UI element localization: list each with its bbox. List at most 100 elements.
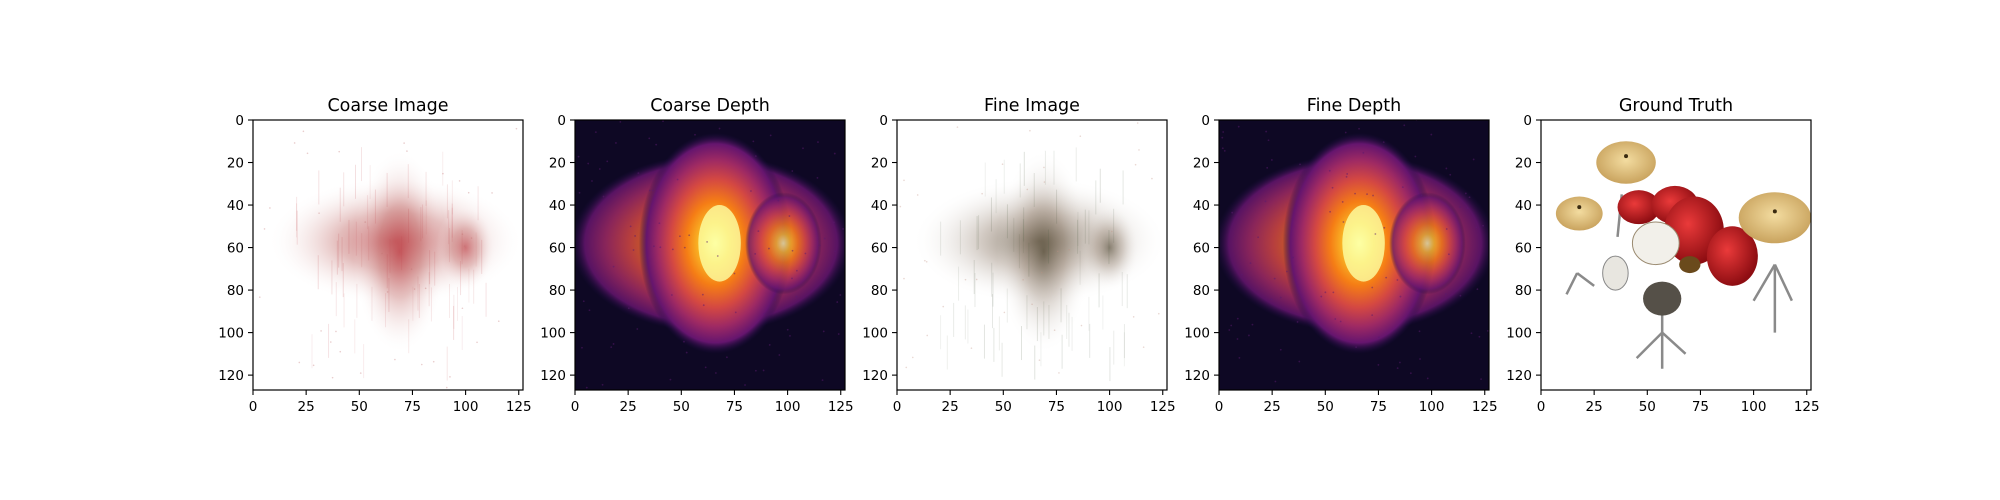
- depth-noise: [1236, 338, 1239, 340]
- depth-noise: [659, 246, 662, 249]
- y-tick-label: 80: [227, 283, 244, 299]
- x-tick-label: 25: [620, 399, 637, 415]
- y-tick-label: 60: [1515, 241, 1532, 257]
- depth-noise: [1418, 330, 1421, 333]
- render-speckle: [445, 386, 448, 389]
- depth-noise: [629, 225, 632, 228]
- render-speckle: [1132, 316, 1135, 318]
- x-tick-label: 50: [1317, 399, 1334, 415]
- y-tick-label: 80: [1193, 283, 1210, 299]
- depth-noise: [1420, 194, 1423, 197]
- floor-tom: [1706, 226, 1758, 286]
- depth-noise: [688, 234, 691, 237]
- depth-noise: [1466, 207, 1469, 210]
- plot-area: [575, 120, 845, 390]
- render-speckle: [1053, 329, 1056, 332]
- depth-noise: [1270, 298, 1273, 301]
- depth-noise: [1487, 329, 1489, 332]
- render-speckle: [1136, 122, 1139, 124]
- depth-noise: [777, 199, 780, 202]
- depth-noise: [648, 189, 651, 192]
- render-speckle: [942, 305, 945, 308]
- depth-noise: [842, 228, 844, 230]
- y-tick-label: 40: [871, 198, 888, 214]
- render-speckle: [258, 296, 261, 298]
- render-speckle: [263, 228, 266, 230]
- render-speckle: [442, 172, 444, 175]
- snare-head: [1631, 221, 1680, 266]
- render-speckle: [306, 152, 309, 155]
- depth-noise: [818, 244, 821, 247]
- render-speckle: [413, 288, 416, 290]
- render-speckle: [1111, 230, 1113, 233]
- x-tick-label: 50: [351, 399, 368, 415]
- render-speckle: [956, 126, 959, 128]
- y-tick-label: 40: [227, 198, 244, 214]
- x-tick-label: 25: [298, 399, 315, 415]
- x-tick-label: 125: [1150, 399, 1176, 415]
- depth-noise: [816, 176, 819, 179]
- y-tick-label: 120: [1506, 368, 1532, 384]
- depth-noise: [1396, 367, 1399, 370]
- depth-noise: [750, 190, 752, 192]
- render-speckle: [1138, 149, 1140, 151]
- depth-noise: [839, 294, 842, 296]
- depth-noise: [615, 142, 617, 144]
- stand-leg: [1752, 263, 1776, 302]
- depth-hotspot: [698, 205, 741, 282]
- depth-noise: [1354, 192, 1356, 195]
- depth-noise: [1468, 196, 1471, 199]
- depth-noise: [834, 250, 836, 253]
- y-tick-label: 20: [1515, 156, 1532, 172]
- depth-noise: [821, 379, 824, 381]
- stand-leg: [1661, 331, 1687, 355]
- render-speckle: [302, 130, 305, 133]
- depth-noise: [789, 334, 791, 337]
- depth-noise: [744, 384, 746, 386]
- y-tick-label: 0: [879, 113, 888, 129]
- depth-noise: [1221, 136, 1224, 139]
- render-speckle: [925, 261, 928, 263]
- depth-noise: [757, 230, 760, 232]
- depth-noise: [1266, 166, 1269, 169]
- depth-noise: [1346, 173, 1349, 175]
- depth-noise: [726, 356, 728, 359]
- render-speckle: [491, 192, 493, 194]
- depth-noise: [1328, 169, 1331, 172]
- stand-leg: [1773, 264, 1793, 302]
- render-speckle: [381, 252, 383, 255]
- depth-noise: [1355, 346, 1358, 349]
- x-tick-label: 25: [1586, 399, 1603, 415]
- depth-noise: [716, 255, 719, 257]
- y-tick-label: 20: [1193, 156, 1210, 172]
- y-tick-label: 20: [549, 156, 566, 172]
- depth-noise: [1341, 201, 1344, 203]
- depth-noise: [752, 140, 755, 143]
- depth-noise: [1238, 356, 1241, 359]
- depth-noise: [1334, 318, 1337, 320]
- axes-frame: [1218, 119, 1490, 391]
- depth-noise: [1382, 141, 1385, 143]
- render-speckle: [364, 221, 367, 223]
- render-speckle: [420, 363, 423, 366]
- render-speckle: [461, 307, 464, 310]
- render-speckle: [312, 364, 315, 367]
- depth-noise: [1399, 295, 1402, 298]
- stand-leg: [1576, 272, 1595, 287]
- render-speckle: [1058, 372, 1060, 374]
- y-tick-label: 20: [871, 156, 888, 172]
- depth-noise: [754, 155, 757, 157]
- depth-noise: [591, 180, 593, 182]
- render-speckle: [924, 259, 926, 262]
- depth-noise: [1383, 226, 1386, 229]
- y-tick-label: 120: [540, 368, 566, 384]
- depth-noise: [1249, 262, 1252, 265]
- axes-frame: [1540, 119, 1812, 391]
- render-speckle: [926, 334, 929, 337]
- depth-noise: [1296, 321, 1299, 323]
- depth-noise: [1223, 150, 1226, 152]
- render-speckle: [424, 287, 427, 290]
- subplot-ground-truth: 0 25 50 75 100 125 0 20 40 60 80 100 120 Ground Truth: [1506, 96, 1819, 415]
- x-tick-label: 0: [571, 399, 580, 415]
- depth-noise: [601, 383, 604, 386]
